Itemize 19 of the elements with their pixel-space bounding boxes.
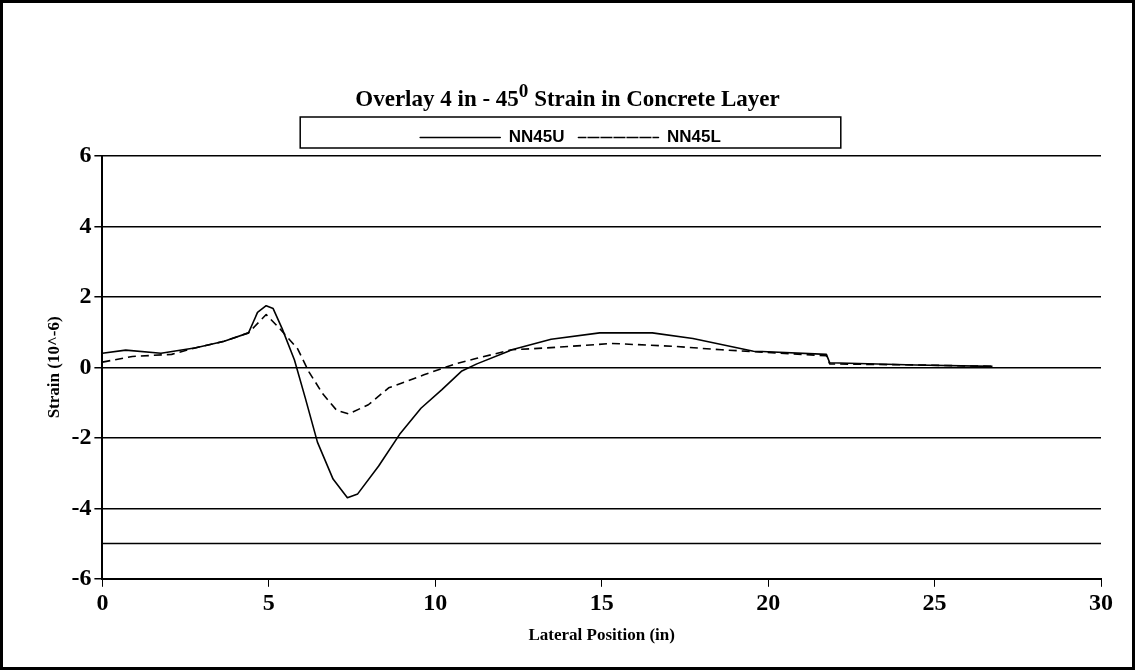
legend-label: NN45L (666, 127, 721, 147)
x-tick-label: 10 (423, 589, 448, 616)
y-tick-label: 2 (79, 282, 92, 309)
y-tick-label: -6 (71, 564, 92, 590)
y-tick-label: -2 (71, 423, 92, 450)
y-tick-label: -4 (71, 493, 92, 520)
x-tick-label: 15 (589, 589, 614, 616)
x-tick-label: 20 (756, 589, 781, 616)
y-axis-title: Strain (10^-6) (43, 316, 63, 419)
y-tick-label: 0 (79, 352, 92, 379)
legend-label: NN45U (508, 127, 565, 147)
x-tick-label: 5 (262, 589, 275, 616)
x-tick-label: 0 (96, 589, 109, 616)
x-tick-label: 30 (1089, 589, 1113, 616)
y-tick-label: 6 (79, 141, 92, 168)
y-tick-label: 4 (79, 211, 92, 238)
x-tick-label: 25 (922, 589, 947, 616)
chart-title: Overlay 4 in - 45$^{0}$ Strain in Concrete Layer (354, 80, 781, 112)
x-axis-title: Lateral Position (in) (528, 625, 675, 645)
